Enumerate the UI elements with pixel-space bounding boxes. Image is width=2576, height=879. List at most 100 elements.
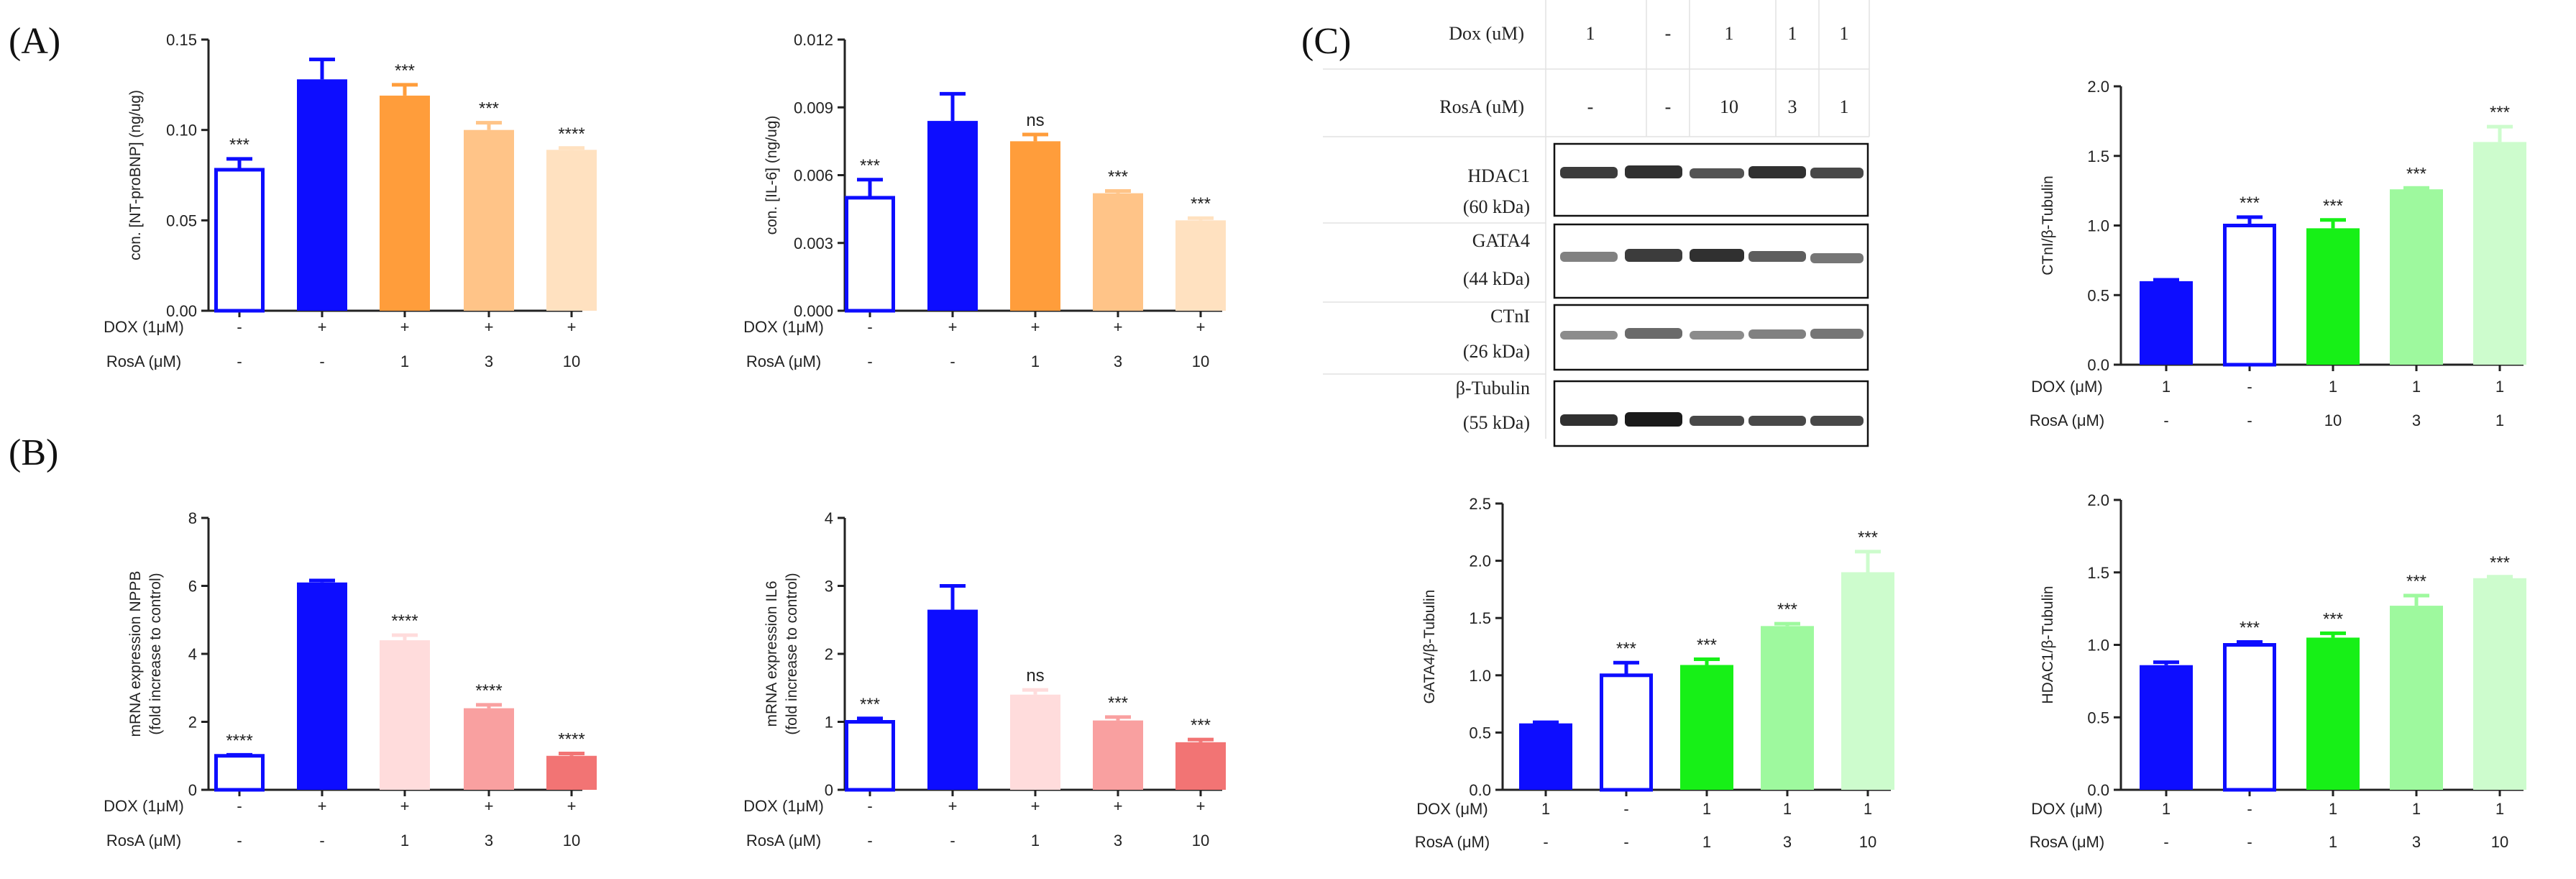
condition-value: - (867, 318, 872, 336)
band (1690, 331, 1744, 340)
condition-value: - (2163, 833, 2168, 851)
condition-value: + (485, 318, 494, 336)
wb-dox-value: - (1665, 23, 1672, 44)
bar (2306, 228, 2360, 365)
bar (1093, 720, 1143, 790)
significance-label: **** (475, 681, 502, 701)
bar (380, 95, 430, 311)
wb-dox-value: 1 (1586, 23, 1595, 44)
band (1625, 165, 1682, 178)
bar (380, 640, 430, 790)
bar (927, 121, 978, 311)
condition-value: + (400, 318, 410, 336)
condition-value: 1 (1783, 800, 1792, 818)
condition-value: 1 (1031, 832, 1040, 850)
condition-value: 3 (2412, 411, 2421, 429)
band (1625, 412, 1682, 427)
y-tick-label: 2.5 (1469, 495, 1491, 513)
band (1810, 168, 1864, 178)
condition-value: 3 (1114, 832, 1122, 850)
condition-value: 1 (1031, 352, 1040, 370)
wb-protein-name: GATA4 (1472, 230, 1530, 251)
condition-value: 3 (2412, 833, 2421, 851)
bar (2223, 643, 2276, 792)
condition-value: + (400, 797, 410, 815)
condition-value: + (948, 318, 958, 336)
condition-value: 10 (563, 832, 580, 850)
wb-protein-kda: (44 kDa) (1463, 268, 1530, 289)
condition-value: 1 (2162, 800, 2171, 818)
significance-label: **** (558, 729, 585, 749)
condition-label: DOX (1μM) (743, 797, 824, 815)
condition-value: + (1114, 797, 1123, 815)
band (1810, 253, 1864, 263)
y-axis-label: con. [IL-6] (ng/ug) (764, 116, 780, 235)
condition-value: - (950, 832, 955, 850)
condition-value: 1 (2412, 378, 2421, 396)
condition-value: 1 (2495, 411, 2504, 429)
significance-label: *** (2240, 618, 2260, 637)
bar (845, 720, 895, 792)
bar (1519, 723, 1572, 790)
band (1748, 166, 1806, 178)
condition-value: 3 (485, 352, 493, 370)
significance-label: *** (1616, 639, 1636, 658)
chart-nppb-mrna: 0 2 4 6 8 mRNA expression NPPB (fold increase … (104, 509, 597, 850)
significance-label: *** (395, 61, 415, 81)
significance-label: *** (1697, 636, 1717, 655)
condition-value: + (567, 797, 577, 815)
significance-label: *** (860, 156, 880, 176)
condition-value: 3 (485, 832, 493, 850)
wb-protein-name: HDAC1 (1467, 165, 1530, 186)
y-tick-label: 0 (825, 781, 833, 799)
western-blot: Dox (uM) 1 - 1 1 1 RosA (uM) - - 10 3 1 … (1323, 0, 1870, 447)
y-tick-label: 4 (825, 509, 833, 527)
y-tick-label: 2 (825, 645, 833, 663)
condition-value: - (237, 318, 242, 336)
y-axis-label: CTnI/β-Tubulin (2040, 176, 2056, 275)
y-tick-label: 1.0 (2087, 217, 2109, 235)
condition-value: - (1623, 800, 1628, 818)
y-tick-label: 2.0 (1469, 552, 1491, 570)
condition-value: + (318, 318, 327, 336)
y-tick-label: 0.05 (166, 211, 197, 229)
y-tick-label: 0.00 (166, 302, 197, 320)
blot-hdac1 (1553, 142, 1869, 217)
bar (214, 754, 265, 792)
band (1560, 252, 1618, 262)
band (1690, 416, 1744, 426)
y-axis-label-line: mRNA expression IL6 (764, 580, 780, 727)
y-tick-label: 1.5 (2087, 564, 2109, 582)
condition-value: 3 (1114, 352, 1122, 370)
condition-value: 10 (563, 352, 580, 370)
significance-label: *** (1191, 716, 1211, 735)
significance-label: **** (226, 731, 252, 750)
condition-value: 1 (400, 832, 409, 850)
band (1810, 416, 1864, 426)
band (1625, 328, 1682, 339)
chart-ctni-ratio: 0.0 0.5 1.0 1.5 2.0 CTnI/β-Tubulin *** *** *** **… (2030, 78, 2526, 429)
condition-value: - (2247, 800, 2252, 818)
wb-dox-label: Dox (uM) (1449, 23, 1524, 44)
condition-value: - (867, 352, 872, 370)
condition-label: RosA (μM) (746, 352, 821, 370)
condition-value: - (950, 352, 955, 370)
significance-label: *** (1858, 528, 1878, 547)
condition-label: RosA (μM) (106, 832, 181, 850)
condition-value: + (485, 797, 494, 815)
significance-label: *** (1191, 194, 1211, 214)
bar (1600, 673, 1653, 792)
y-tick-label: 0.5 (2087, 286, 2109, 304)
condition-label: RosA (μM) (2030, 833, 2104, 851)
bar (2140, 281, 2193, 365)
condition-value: - (237, 797, 242, 815)
condition-value: 1 (2329, 833, 2337, 851)
condition-value: + (1031, 797, 1040, 815)
condition-value: 10 (2491, 833, 2508, 851)
wb-rosa-value: 1 (1840, 96, 1849, 117)
condition-value: 10 (1859, 833, 1876, 851)
significance-label: *** (1777, 600, 1797, 619)
bar (2306, 637, 2360, 790)
chart-il6-protein: 0.000 0.003 0.006 0.009 0.012 con. [IL-6] (ng… (743, 31, 1226, 370)
y-tick-label: 0.15 (166, 31, 197, 49)
